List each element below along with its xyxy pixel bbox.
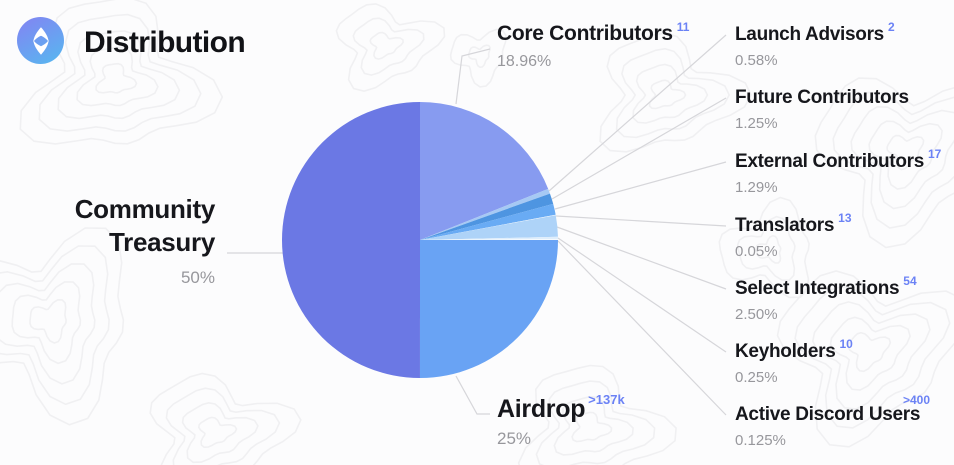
legend-count-badge: >137k <box>588 392 625 407</box>
pie-slice-future-contributors <box>420 193 554 240</box>
legend-count-badge: 2 <box>887 20 895 34</box>
legend-percent: 0.25% <box>735 369 778 386</box>
legend-count-badge: 10 <box>839 337 853 351</box>
legend-percent: 2.50% <box>735 306 778 323</box>
legend-item-external-contributors: External Contributors 17 1.29% <box>735 147 950 196</box>
ens-diamond-icon <box>32 26 49 55</box>
legend-label: Translators <box>735 215 835 236</box>
pie-slice-active-discord-users <box>420 238 559 241</box>
legend-percent: 0.125% <box>735 432 786 449</box>
legend-count-badge: >400 <box>903 393 931 407</box>
leader-line-launch-advisors <box>548 34 727 192</box>
ens-logo <box>17 17 64 64</box>
leader-line-external-contributors <box>554 161 727 210</box>
legend-label: Select Integrations <box>735 278 900 299</box>
legend-percent: 50% <box>180 268 215 287</box>
legend-label: Active Discord Users <box>735 404 921 425</box>
pie-slice-launch-advisors <box>420 188 550 240</box>
leader-line-active-discord-users <box>557 240 727 416</box>
legend-percent: 1.25% <box>735 115 778 132</box>
legend-label: Launch Advisors <box>735 24 884 45</box>
pie-slice-community-treasury <box>282 102 420 378</box>
legend-label: Keyholders <box>735 341 836 362</box>
pie-slice-select-integrations <box>420 215 558 240</box>
leader-line-keyholders <box>557 237 727 353</box>
pie-slice-external-contributors <box>420 203 556 240</box>
legend-item-select-integrations: Select Integrations 54 2.50% <box>735 274 950 323</box>
legend-count-badge: 13 <box>838 211 852 225</box>
legend-count-badge: 54 <box>903 274 917 288</box>
pie-slice-airdrop <box>419 240 558 379</box>
distribution-pie-chart <box>282 102 559 379</box>
pie-slice-translators <box>420 214 556 240</box>
legend-item-airdrop: Airdrop >137k 25% <box>497 392 625 449</box>
legend-label: External Contributors <box>735 151 924 172</box>
legend-label: Airdrop <box>497 395 586 423</box>
pie-slice-keyholders <box>420 236 558 240</box>
legend-item-future-contributors: Future Contributors 1.25% <box>735 86 950 132</box>
legend-percent: 18.96% <box>497 53 552 70</box>
legend-label: Future Contributors <box>735 87 909 108</box>
legend-item-launch-advisors: Launch Advisors 2 0.58% <box>735 20 950 69</box>
pie-slice-core-contributors <box>420 102 549 240</box>
leader-line-select-integrations <box>556 226 727 290</box>
legend-percent: 1.29% <box>735 179 778 196</box>
legend-label: Community Treasury <box>74 194 216 257</box>
leader-line-future-contributors <box>551 97 727 200</box>
leader-line-core-contributors <box>455 48 491 105</box>
legend-item-keyholders: Keyholders 10 0.25% <box>735 337 950 386</box>
legend-percent: 0.05% <box>735 243 778 260</box>
leader-line-airdrop <box>455 375 490 415</box>
legend-item-core-contributors: Core Contributors 11 18.96% <box>497 20 690 71</box>
legend-label: Core Contributors <box>497 22 673 45</box>
legend-count-badge: 11 <box>676 20 690 34</box>
legend-item-active-discord-users: >400 Active Discord Users 0.125% <box>735 393 950 449</box>
leader-line-translators <box>555 215 727 227</box>
legend-percent: 0.58% <box>735 52 778 69</box>
page-title: Distribution <box>84 26 246 59</box>
legend-item-translators: Translators 13 0.05% <box>735 211 950 260</box>
legend-item-community-treasury: Community Treasury 50% <box>63 193 216 288</box>
legend-count-badge: 17 <box>928 147 942 161</box>
legend-percent: 25% <box>497 429 532 448</box>
